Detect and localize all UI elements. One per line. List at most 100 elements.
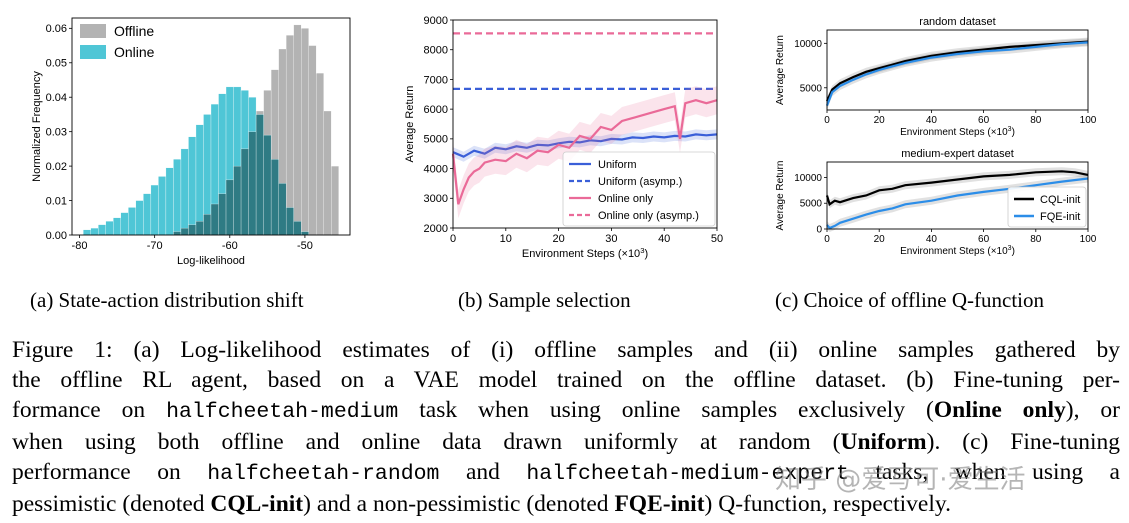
y-axis-label: Average Return (404, 86, 416, 163)
histogram-bar-offline (331, 165, 339, 236)
task-name-medium-expert: halfcheetah-medium-expert (526, 462, 849, 486)
y-tick-label: 0.02 (46, 161, 67, 173)
caption-line-5: performance on halfcheetah-random and ha… (12, 459, 1120, 486)
histogram-bar-offline (323, 110, 332, 236)
caption-line-4: when using both offline and online data … (12, 429, 1120, 455)
histogram-bar-online (98, 224, 106, 236)
legend-label: Uniform (asymp.) (598, 176, 682, 188)
x-tick-label: 20 (874, 234, 886, 245)
histogram-bar-overlap (293, 221, 302, 236)
x-axis-label: Log-likelihood (177, 255, 245, 267)
histogram-bar-offline (308, 45, 317, 236)
histogram-bar-overlap (225, 179, 234, 236)
histogram-bar-online (143, 193, 152, 236)
y-tick-label: 0.06 (46, 23, 67, 35)
histogram-bar-overlap (270, 159, 279, 236)
y-tick-label: 0.04 (46, 92, 67, 104)
histogram-bar-online (173, 159, 182, 236)
series-line (825, 170, 1089, 207)
y-tick-label: 6000 (424, 104, 448, 116)
histogram-bar-online (113, 217, 121, 236)
histogram-bar-online (83, 229, 91, 236)
histogram-bar-offline (301, 28, 309, 236)
x-tick-label: 100 (1080, 234, 1097, 245)
histogram-bar-online (180, 148, 189, 236)
legend: Offline Online (80, 23, 155, 60)
x-tick-label: -60 (222, 240, 238, 252)
term-uniform: Uniform (840, 429, 927, 455)
chart-title: random dataset (919, 16, 995, 28)
x-tick-label: 60 (978, 234, 990, 245)
y-tick-label: 0.03 (46, 127, 67, 139)
y-tick-label: 0.01 (46, 195, 67, 207)
legend-label: Uniform (598, 159, 637, 171)
x-tick-label: 80 (1030, 115, 1042, 126)
histogram-bar-overlap (263, 134, 272, 236)
x-tick-label: 0 (450, 233, 456, 245)
histogram-bar-overlap (218, 193, 227, 236)
y-tick-label: 3000 (424, 193, 448, 205)
histogram-bar-overlap (180, 227, 189, 236)
task-name-medium: halfcheetah-medium (166, 400, 399, 424)
term-online-only: Online only (933, 397, 1066, 423)
histogram-bar-online (128, 207, 137, 236)
x-tick-label: 30 (605, 233, 617, 245)
legend-swatch-offline (80, 24, 106, 38)
histogram-bar-overlap (301, 231, 309, 236)
legend-label: Online only (asymp.) (598, 210, 699, 222)
plot-frame (71, 17, 351, 236)
subcaption-b: (b) Sample selection (458, 288, 631, 312)
x-axis-label: Environment Steps (×103) (900, 245, 1015, 257)
histogram-bar-overlap (255, 114, 264, 236)
x-axis-label: Environment Steps (×103) (900, 126, 1015, 138)
y-tick-label: 0.05 (46, 58, 67, 70)
y-axis-label: Average Return (775, 161, 786, 231)
x-tick-label: 40 (926, 234, 938, 245)
y-axis-label: Average Return (775, 35, 786, 105)
histogram-bar-offline (316, 72, 324, 236)
plot-frame (826, 161, 1089, 230)
x-tick-label: 0 (824, 234, 830, 245)
histogram-bar-offline (293, 24, 302, 236)
histogram-bar-overlap (278, 183, 287, 236)
confidence-band (453, 86, 717, 219)
histogram-bar-overlap (203, 214, 212, 236)
chart-sample-selection: 0 10 20 30 40 50 2000 3000 4000 5000 6000 7000 8000 9… (404, 15, 723, 260)
series-line (825, 40, 1089, 102)
histogram-bar-online (195, 124, 204, 236)
histogram-bar-online (188, 136, 197, 236)
x-tick-label: 0 (824, 115, 830, 126)
histogram-bar-overlap (248, 131, 257, 236)
term-fqe-init: FQE-init (614, 491, 705, 517)
histogram-bar-overlap (240, 148, 249, 236)
watermark-text: 知乎 @爱写可·爱生活 (775, 465, 1026, 495)
x-tick-label: 40 (658, 233, 670, 245)
legend-swatch-online (80, 45, 106, 59)
histogram-bar-overlap (210, 203, 219, 236)
y-tick-label: 10000 (794, 173, 822, 184)
x-axis-label: Environment Steps (×103) (522, 246, 648, 260)
histogram-bar-online (165, 167, 174, 236)
y-axis-label: Normalized Frequency (31, 71, 43, 182)
histogram-bar-online (150, 184, 159, 236)
legend-label: FQE-init (1040, 211, 1080, 223)
series-line (452, 133, 718, 158)
y-tick-label: 0 (816, 225, 822, 236)
y-tick-label: 2000 (424, 223, 448, 235)
legend-label-online: Online (114, 44, 155, 60)
y-tick-label: 5000 (800, 83, 823, 94)
histogram-bar-overlap (173, 231, 182, 236)
y-tick-label: 7000 (424, 74, 448, 86)
subcaption-c: (c) Choice of offline Q-function (775, 288, 1045, 312)
confidence-band (827, 167, 1088, 209)
legend-box (562, 151, 716, 227)
x-tick-label: 20 (552, 233, 564, 245)
x-tick-label: 100 (1080, 115, 1097, 126)
y-tick-label: 4000 (424, 163, 448, 175)
histogram-bar-offline (285, 35, 294, 236)
chart-state-action-shift: -80 -70 -60 -50 0.00 0.01 0.02 0.03 0.04 0.05 0.06… (31, 17, 351, 267)
caption-line-6: pessimistic (denoted CQL-init) and a non… (12, 491, 951, 517)
x-tick-label: 10 (500, 233, 512, 245)
x-tick-label: 40 (926, 115, 938, 126)
x-tick-label: 50 (711, 233, 723, 245)
